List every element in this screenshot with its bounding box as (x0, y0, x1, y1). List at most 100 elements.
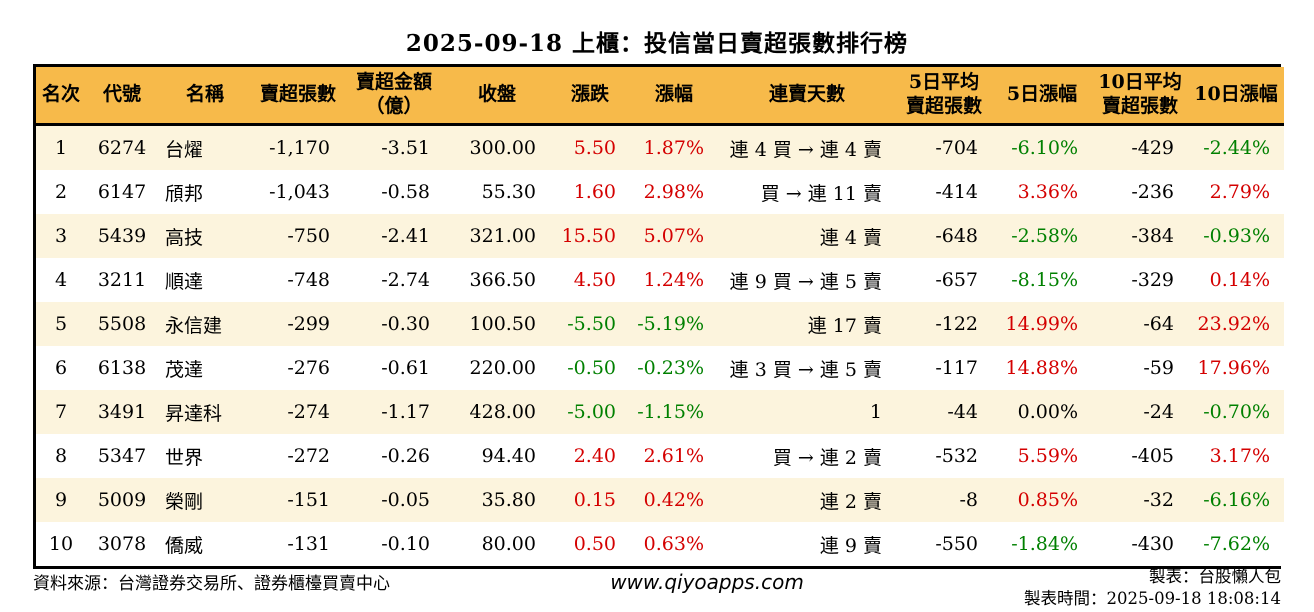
cell-avg10: -384 (1131, 225, 1174, 247)
cell-rank: 4 (54, 269, 68, 291)
cell-close: 55.30 (481, 181, 536, 203)
website-url: www.qiyoapps.com (610, 570, 804, 594)
column-header-pct5: 5日漲幅 (992, 67, 1092, 126)
cell-pct10: 0.14% (1209, 269, 1270, 291)
cell-sell-volume: -1,170 (269, 137, 330, 159)
cell-pct5: -8.15% (1011, 269, 1078, 291)
cell-rank: 7 (54, 401, 68, 423)
column-header-label: 漲跌 (570, 83, 609, 106)
cell-change-pct: 2.98% (643, 181, 704, 203)
table-row: 7 3491 昇達科 -274 -1.17 428.00 -5.00 -1.15% 1 -44 0.… (36, 390, 1284, 434)
cell-pct10: -0.70% (1203, 401, 1270, 423)
cell-streak: 連 2 賣 (819, 490, 882, 513)
cell-streak: 連 9 買 → 連 5 賣 (729, 270, 882, 293)
cell-streak: 連 4 買 → 連 4 賣 (729, 138, 882, 161)
ranking-table-container: 名次 代號 名稱 賣超張數 賣超金額 （億） 收盤 漲跌 漲幅 連賣天數 5日平均 賣超張數 5日漲幅 1… (33, 64, 1284, 569)
cell-sell-volume: -272 (287, 445, 330, 467)
cell-pct10: 23.92% (1197, 313, 1270, 335)
cell-pct5: 5.59% (1017, 445, 1078, 467)
cell-rank: 6 (54, 357, 68, 379)
cell-sell-volume: -131 (287, 533, 330, 555)
table-row: 4 3211 順達 -748 -2.74 366.50 4.50 1.24% 連 9 買 → 連… (36, 258, 1284, 302)
column-header-rank: 名次 (36, 67, 86, 126)
cell-name: 昇達科 (165, 402, 223, 425)
cell-avg5: -414 (935, 181, 978, 203)
column-header-label: 5日平均 (908, 71, 980, 94)
cell-name: 順達 (165, 270, 204, 293)
cell-streak: 買 → 連 2 賣 (772, 446, 882, 469)
cell-sell-amount: -2.74 (381, 269, 430, 291)
cell-close: 321.00 (469, 225, 536, 247)
cell-change: 5.50 (573, 137, 616, 159)
cell-avg10: -64 (1143, 313, 1174, 335)
cell-pct5: 3.36% (1017, 181, 1078, 203)
cell-avg10: -429 (1131, 137, 1174, 159)
cell-pct5: -1.84% (1011, 533, 1078, 555)
cell-change-pct: -1.15% (637, 401, 704, 423)
column-header-label: 連賣天數 (768, 83, 845, 106)
cell-sell-amount: -2.41 (381, 225, 430, 247)
cell-change: -5.50 (567, 313, 616, 335)
column-header-change: 漲跌 (550, 67, 630, 126)
cell-sell-volume: -748 (287, 269, 330, 291)
cell-code: 5508 (97, 313, 147, 335)
cell-avg5: -704 (935, 137, 978, 159)
cell-rank: 5 (54, 313, 68, 335)
cell-sell-volume: -750 (287, 225, 330, 247)
cell-change: 15.50 (561, 225, 616, 247)
cell-sell-volume: -299 (287, 313, 330, 335)
table-row: 3 5439 高技 -750 -2.41 321.00 15.50 5.07% 連 4 賣 -64… (36, 214, 1284, 258)
cell-pct5: 0.85% (1017, 489, 1078, 511)
cell-pct5: -2.58% (1011, 225, 1078, 247)
cell-change-pct: 0.63% (643, 533, 704, 555)
column-header-code: 代號 (86, 67, 158, 126)
cell-name: 台燿 (165, 138, 204, 161)
cell-code: 5439 (97, 225, 147, 247)
data-source-note: 資料來源：台灣證券交易所、證券櫃檯買賣中心 (33, 574, 390, 594)
cell-change-pct: 0.42% (643, 489, 704, 511)
cell-change-pct: -0.23% (637, 357, 704, 379)
column-header-label: 漲幅 (654, 83, 693, 106)
cell-streak: 連 9 賣 (819, 534, 882, 557)
cell-close: 220.00 (469, 357, 536, 379)
cell-rank: 3 (54, 225, 68, 247)
cell-avg5: -122 (935, 313, 978, 335)
table-row: 9 5009 榮剛 -151 -0.05 35.80 0.15 0.42% 連 2 賣 -8 0.8… (36, 478, 1284, 522)
cell-streak: 買 → 連 11 賣 (760, 182, 882, 205)
cell-code: 6138 (97, 357, 147, 379)
column-header-label: 名次 (41, 83, 80, 106)
column-header-label-line2: 賣超張數 (905, 95, 982, 117)
cell-name: 頎邦 (165, 182, 204, 205)
column-header-label: 名稱 (185, 83, 224, 106)
cell-name: 高技 (165, 226, 204, 249)
footer: 資料來源：台灣證券交易所、證券櫃檯買賣中心 www.qiyoapps.com 製… (33, 566, 1281, 610)
column-header-avg10: 10日平均 賣超張數 (1092, 67, 1188, 126)
cell-close: 100.50 (469, 313, 536, 335)
cell-sell-amount: -0.61 (381, 357, 430, 379)
cell-change: 0.50 (573, 533, 616, 555)
cell-pct5: 0.00% (1017, 401, 1078, 423)
column-header-label: 5日漲幅 (1006, 83, 1078, 106)
cell-code: 5347 (97, 445, 147, 467)
cell-sell-amount: -0.30 (381, 313, 430, 335)
table-row: 10 3078 僑威 -131 -0.10 80.00 0.50 0.63% 連 9 賣 -550… (36, 522, 1284, 566)
cell-pct10: -7.62% (1203, 533, 1270, 555)
cell-rank: 2 (54, 181, 68, 203)
cell-avg10: -24 (1143, 401, 1174, 423)
cell-change: 4.50 (573, 269, 616, 291)
column-header-sell-volume: 賣超張數 (252, 67, 344, 126)
cell-change: 1.60 (573, 181, 616, 203)
table-row: 8 5347 世界 -272 -0.26 94.40 2.40 2.61% 買 → 連 2 賣 -… (36, 434, 1284, 478)
page-title: 2025-09-18 上櫃：投信當日賣超張數排行榜 (405, 30, 909, 57)
cell-name: 茂達 (165, 358, 204, 381)
cell-change-pct: -5.19% (637, 313, 704, 335)
cell-name: 僑威 (165, 534, 204, 557)
cell-change-pct: 2.61% (643, 445, 704, 467)
cell-avg5: -648 (935, 225, 978, 247)
cell-rank: 9 (54, 489, 68, 511)
column-header-change-pct: 漲幅 (630, 67, 718, 126)
cell-close: 80.00 (481, 533, 536, 555)
ranking-table: 名次 代號 名稱 賣超張數 賣超金額 （億） 收盤 漲跌 漲幅 連賣天數 5日平均 賣超張數 5日漲幅 1… (36, 67, 1284, 566)
credit-block: 製表：台股懶人包 製表時間：2025-09-18 18:08:14 (1024, 566, 1281, 610)
cell-avg5: -8 (959, 489, 978, 511)
